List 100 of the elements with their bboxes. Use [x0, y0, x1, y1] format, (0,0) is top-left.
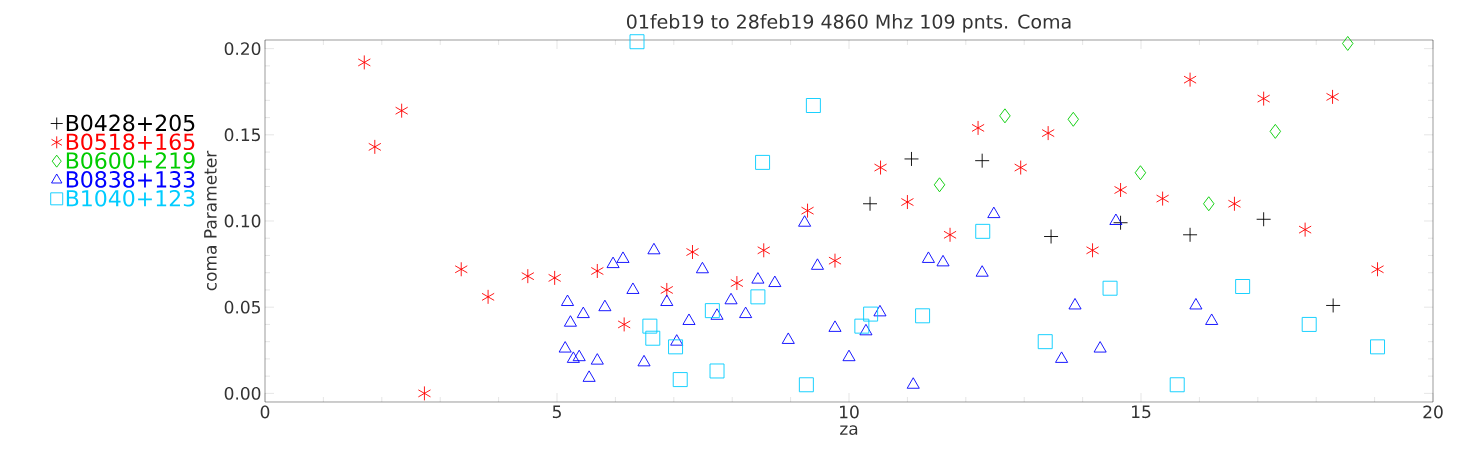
- legend-label: B0838+133: [66, 171, 195, 188]
- point: [906, 377, 920, 389]
- point: [629, 34, 645, 50]
- point: [598, 299, 612, 312]
- point: [854, 318, 870, 334]
- point: [682, 313, 696, 325]
- point: [670, 334, 684, 346]
- point: [781, 332, 795, 344]
- x-tick-label: 5: [552, 405, 561, 419]
- point: [1189, 298, 1203, 310]
- point: [1298, 222, 1312, 238]
- point: [617, 316, 631, 332]
- point: [900, 194, 914, 210]
- point: [750, 289, 766, 305]
- point: [368, 139, 382, 155]
- point: [1227, 196, 1241, 212]
- point: [1134, 165, 1147, 181]
- point: [874, 160, 888, 176]
- point: [566, 351, 580, 363]
- point: [1182, 227, 1198, 243]
- point: [1203, 196, 1215, 212]
- point: [558, 341, 572, 353]
- point: [757, 242, 771, 258]
- point: [704, 303, 720, 319]
- y-tick-label: 0.15: [224, 128, 260, 142]
- point: [971, 120, 985, 136]
- point: [810, 258, 824, 270]
- point: [1183, 72, 1197, 88]
- x-tick-label: 15: [1132, 405, 1151, 419]
- point: [642, 318, 658, 334]
- point: [915, 308, 931, 324]
- point: [798, 377, 814, 393]
- point: [842, 349, 856, 362]
- point: [805, 98, 821, 113]
- point: [730, 275, 744, 291]
- point: [943, 227, 957, 243]
- point: [768, 275, 782, 288]
- point: [1086, 242, 1100, 258]
- point: [626, 282, 640, 294]
- point: [660, 294, 674, 306]
- point: [975, 265, 989, 277]
- point: [1269, 123, 1282, 139]
- point: [739, 306, 753, 319]
- point: [828, 320, 842, 332]
- point: [695, 261, 709, 274]
- point: [1041, 125, 1055, 141]
- point: [668, 339, 684, 355]
- point: [1169, 377, 1185, 393]
- y-tick-label: 0.20: [224, 42, 261, 56]
- point: [1371, 261, 1385, 277]
- point: [798, 215, 812, 227]
- point: [859, 323, 873, 336]
- x-tick-label: 0: [260, 405, 270, 419]
- point: [576, 306, 590, 319]
- point: [933, 177, 946, 193]
- point: [751, 272, 765, 284]
- point: [637, 354, 651, 367]
- point: [1326, 89, 1340, 105]
- point: [1067, 111, 1079, 127]
- point: [357, 54, 371, 70]
- point: [1014, 160, 1028, 176]
- legend-label: B0518+165: [66, 133, 195, 151]
- y-tick-label: 0.05: [224, 300, 260, 314]
- point: [454, 261, 468, 277]
- point: [606, 256, 620, 269]
- legend-label: B0600+219: [66, 152, 195, 169]
- chart-title: 01feb19 to 28feb19 4860 Mhz 109 pnts. Coma: [627, 14, 1071, 33]
- point: [1205, 313, 1219, 325]
- point: [1156, 191, 1170, 207]
- legend-label: B1040+123: [66, 189, 195, 207]
- point: [709, 363, 725, 379]
- point: [710, 308, 724, 320]
- point: [1068, 298, 1082, 310]
- point: [417, 385, 431, 401]
- point: [724, 292, 738, 305]
- point: [590, 353, 604, 365]
- point: [521, 268, 535, 284]
- point: [1113, 215, 1129, 231]
- point: [590, 263, 604, 279]
- point: [1325, 298, 1341, 313]
- point: [685, 244, 700, 260]
- point: [1370, 339, 1385, 355]
- point: [572, 349, 586, 362]
- point: [1055, 351, 1069, 363]
- point: [1342, 36, 1354, 51]
- point: [974, 153, 990, 169]
- legend-label: B0428+205: [66, 114, 195, 132]
- point: [1114, 182, 1128, 198]
- y-axis-title: coma Parameter: [204, 150, 217, 291]
- point: [873, 304, 887, 317]
- point: [395, 103, 409, 119]
- point: [1037, 334, 1053, 350]
- x-tick-label: 10: [840, 405, 859, 419]
- point: [999, 108, 1011, 124]
- y-tick-label: 0.00: [224, 386, 261, 400]
- point: [1043, 229, 1059, 244]
- y-tick-label: 0.10: [224, 214, 261, 228]
- point: [645, 330, 661, 346]
- point: [1235, 279, 1251, 294]
- point: [548, 270, 562, 286]
